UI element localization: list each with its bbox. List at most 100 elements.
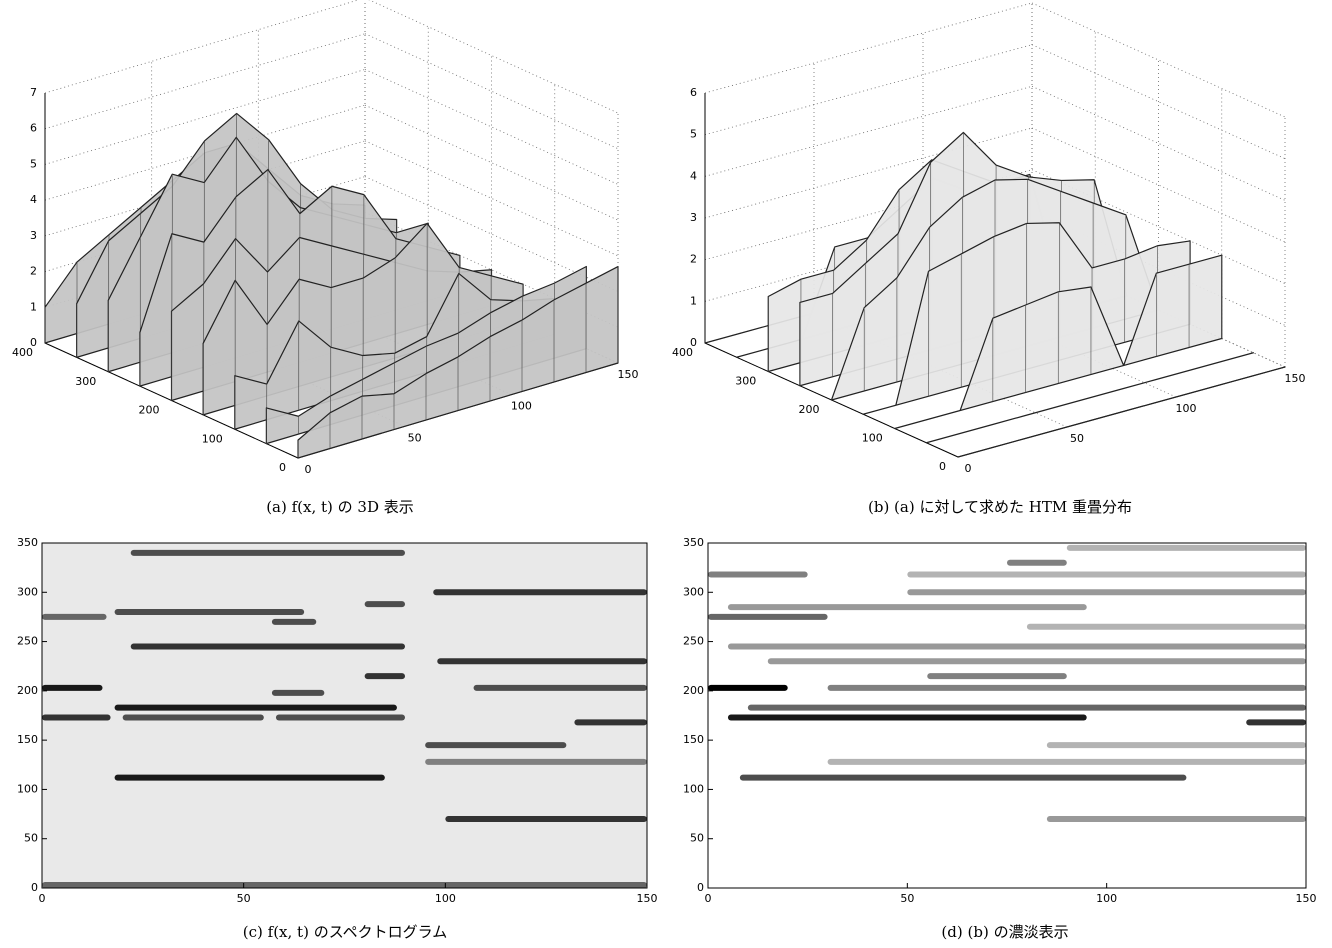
y-tick-label: 50: [24, 832, 38, 845]
segment: [727, 604, 1087, 611]
segment: [747, 704, 1306, 711]
z-tick-label: 7: [30, 86, 37, 99]
y-tick-label: 300: [683, 585, 704, 598]
x-tick-label: 100: [1096, 892, 1117, 905]
segment: [42, 684, 103, 691]
segment: [1066, 544, 1306, 551]
x-tick-label: 0: [305, 463, 312, 476]
x-tick-label: 150: [1285, 372, 1306, 385]
z-tick-label: 2: [690, 253, 697, 266]
y-tick-label: 300: [17, 585, 38, 598]
z-tick-label: 0: [690, 336, 697, 349]
caption: (d) (b) の濃淡表示: [941, 923, 1068, 941]
segment: [1246, 719, 1306, 726]
y-tick-label: 200: [17, 684, 38, 697]
segment: [445, 816, 647, 822]
y-tick-label: 250: [683, 635, 704, 648]
y-tick-label: 100: [202, 432, 223, 445]
y-tick-label: 100: [862, 432, 883, 445]
z-tick-label: 1: [690, 294, 697, 307]
segment: [130, 549, 405, 556]
z-tick-label: 3: [690, 211, 697, 224]
caption: (b) (a) に対して求めた HTM 重畳分布: [868, 498, 1132, 516]
segment: [827, 684, 1306, 691]
grid-line: [704, 169, 1033, 261]
segment: [1026, 623, 1306, 630]
segment: [114, 704, 397, 711]
x-tick-label: 0: [39, 892, 46, 905]
y-tick-label: 250: [17, 635, 38, 648]
segment: [114, 774, 385, 781]
y-tick-label: 0: [939, 460, 946, 473]
z-tick-label: 0: [30, 336, 37, 349]
segment: [1007, 559, 1067, 566]
z-tick-label: 5: [30, 157, 37, 170]
segment: [827, 758, 1306, 765]
segment: [433, 589, 647, 596]
y-tick-label: 0: [697, 881, 704, 894]
segment: [727, 714, 1087, 721]
segment: [927, 673, 1067, 680]
x-tick-label: 150: [618, 368, 639, 381]
segment: [739, 774, 1187, 781]
axes-frame: [41, 542, 648, 889]
y-tick-label: 0: [31, 881, 38, 894]
segment: [42, 613, 107, 620]
z-tick-label: 4: [30, 193, 37, 206]
grid-line: [364, 33, 619, 150]
z-tick-label: 3: [30, 229, 37, 242]
grid-line: [704, 127, 1033, 219]
x-tick-label: 50: [900, 892, 914, 905]
segment: [114, 609, 305, 615]
y-tick-label: 50: [690, 832, 704, 845]
y-tick-label: 300: [735, 375, 756, 388]
segment: [574, 719, 647, 726]
grid-line: [364, 104, 619, 221]
y-tick-label: 200: [139, 404, 160, 417]
segment: [275, 714, 405, 721]
segment: [364, 601, 405, 608]
y-tick-label: 100: [17, 782, 38, 795]
caption: (c) f(x, t) のスペクトログラム: [243, 923, 447, 941]
y-tick-label: 150: [683, 733, 704, 746]
x-tick-label: 150: [1296, 892, 1317, 905]
y-tick-label: 400: [12, 346, 33, 359]
grid-line: [704, 85, 1033, 177]
axes-frame: [707, 542, 1307, 889]
grid-line: [704, 210, 1033, 302]
segment: [767, 658, 1306, 665]
y-tick-label: 350: [17, 536, 38, 549]
segment: [271, 689, 325, 696]
segment: [1046, 816, 1306, 822]
surface-row: [925, 352, 1254, 444]
x-tick-label: 100: [435, 892, 456, 905]
z-tick-label: 5: [690, 128, 697, 141]
surface-row: [957, 366, 1286, 458]
grid-line: [44, 33, 366, 130]
grid-line: [704, 2, 1033, 94]
segment: [42, 882, 647, 889]
y-tick-label: 200: [683, 684, 704, 697]
segment: [122, 714, 264, 721]
caption: (a) f(x, t) の 3D 表示: [266, 498, 414, 516]
y-tick-label: 400: [672, 346, 693, 359]
y-tick-label: 200: [799, 403, 820, 416]
segment: [42, 714, 111, 721]
x-tick-label: 100: [511, 400, 532, 413]
y-tick-label: 350: [683, 536, 704, 549]
segment: [473, 684, 647, 691]
x-tick-label: 50: [408, 431, 422, 444]
z-tick-label: 6: [690, 86, 697, 99]
segment: [425, 742, 567, 749]
segment: [907, 571, 1306, 578]
x-tick-label: 0: [705, 892, 712, 905]
segment: [708, 613, 828, 620]
segment: [708, 571, 808, 578]
segment: [727, 643, 1306, 650]
grid-line: [704, 44, 1033, 136]
grid-line: [44, 0, 360, 94]
segment: [130, 643, 405, 650]
z-tick-label: 2: [30, 265, 37, 278]
x-tick-label: 50: [1070, 432, 1084, 445]
y-tick-label: 300: [75, 375, 96, 388]
